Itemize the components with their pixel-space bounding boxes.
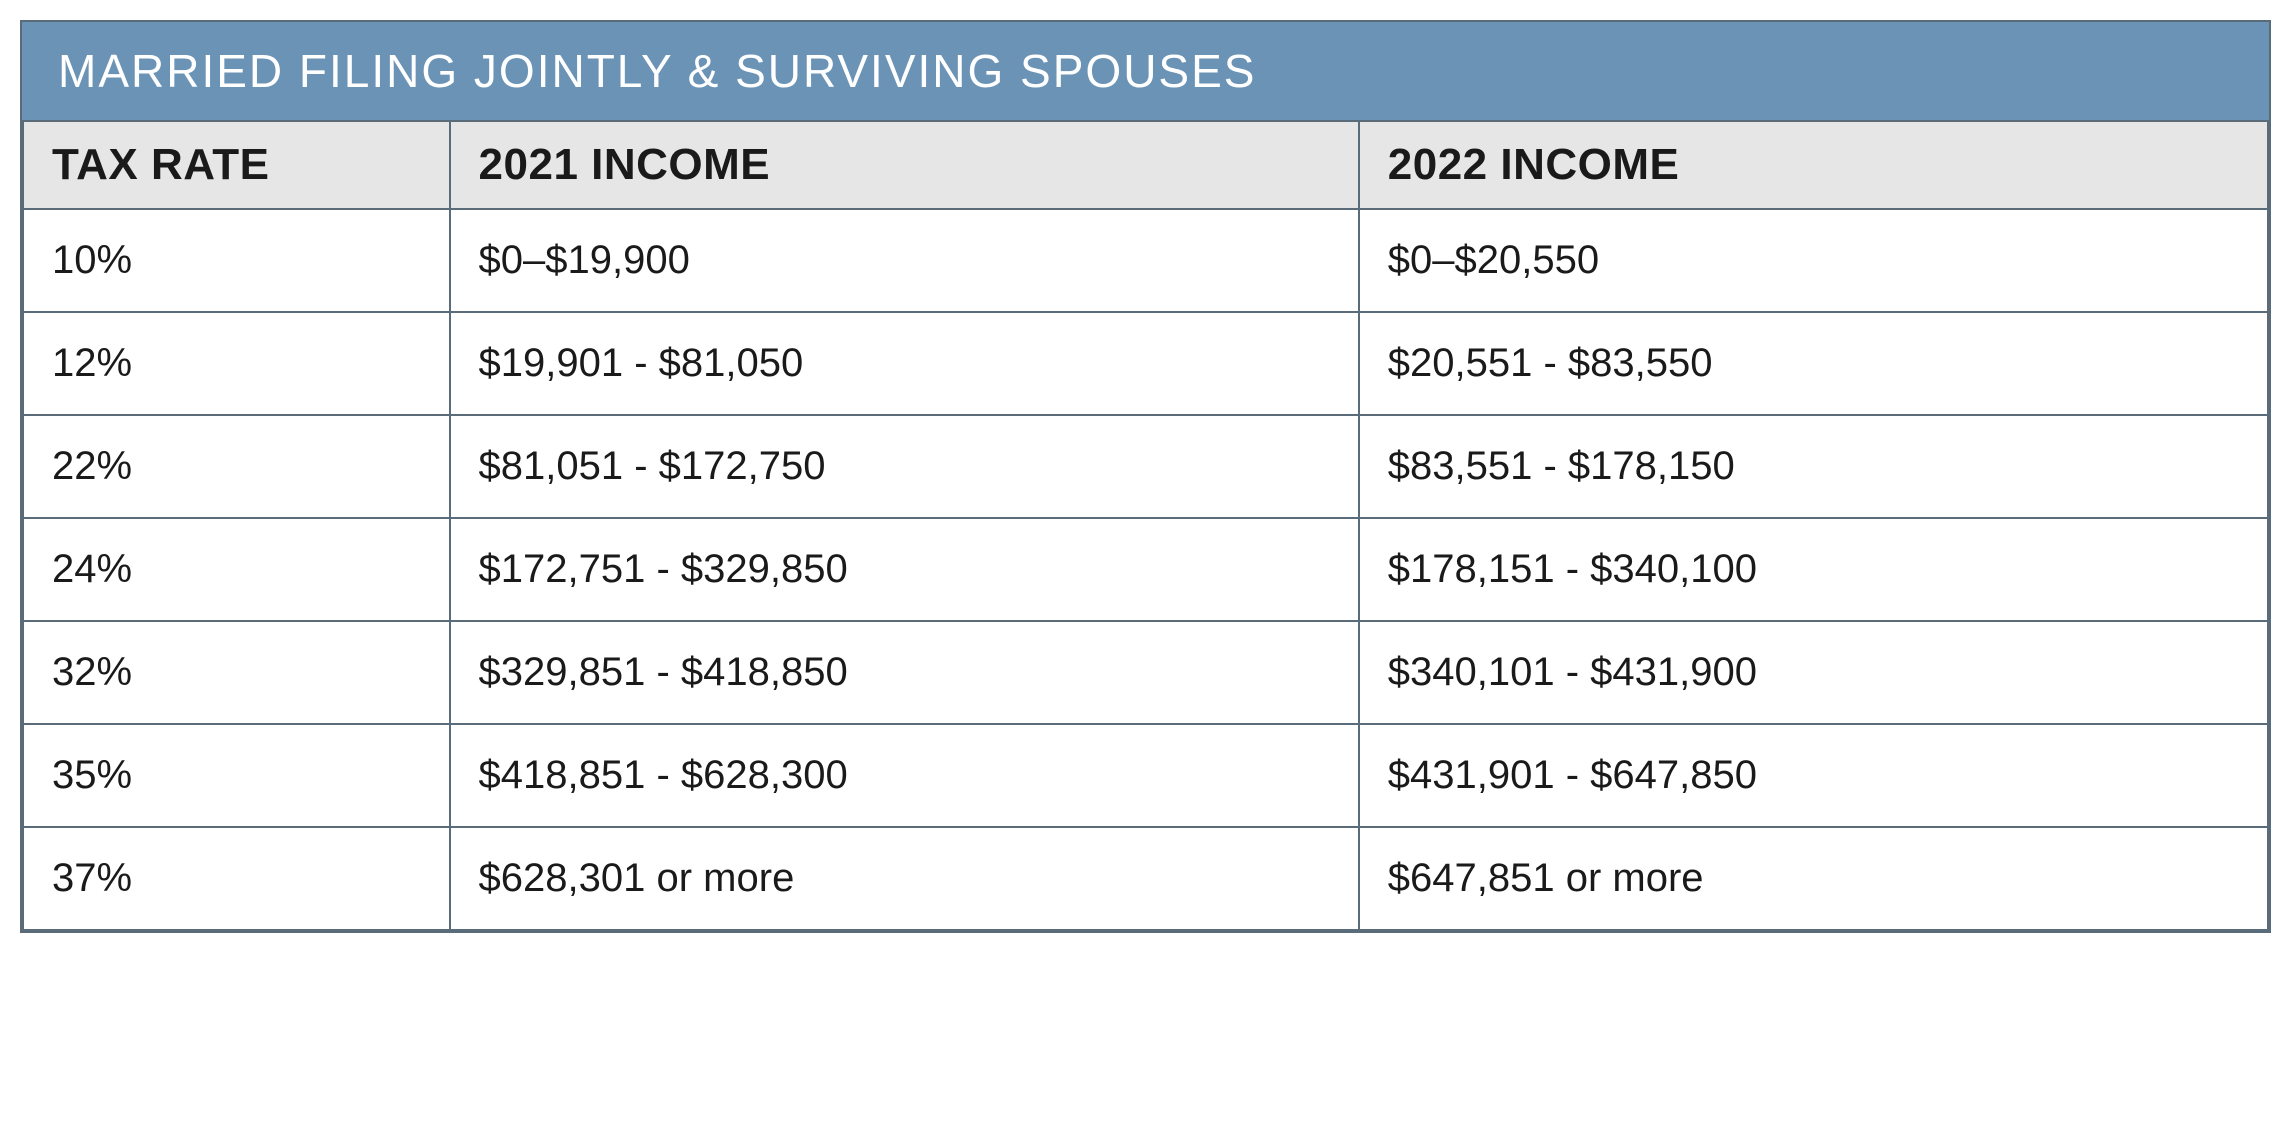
table-row: 24% $172,751 - $329,850 $178,151 - $340,… (23, 518, 2268, 621)
cell-tax-rate: 32% (23, 621, 450, 724)
table-title: MARRIED FILING JOINTLY & SURVIVING SPOUS… (22, 22, 2269, 120)
cell-2022-income: $83,551 - $178,150 (1359, 415, 2268, 518)
table-row: 35% $418,851 - $628,300 $431,901 - $647,… (23, 724, 2268, 827)
col-header-2021-income: 2021 INCOME (450, 121, 1359, 209)
table-row: 37% $628,301 or more $647,851 or more (23, 827, 2268, 930)
table-row: 10% $0–$19,900 $0–$20,550 (23, 209, 2268, 312)
table-header-row: TAX RATE 2021 INCOME 2022 INCOME (23, 121, 2268, 209)
tax-brackets-table: TAX RATE 2021 INCOME 2022 INCOME 10% $0–… (22, 120, 2269, 931)
cell-2021-income: $0–$19,900 (450, 209, 1359, 312)
cell-tax-rate: 12% (23, 312, 450, 415)
cell-2021-income: $418,851 - $628,300 (450, 724, 1359, 827)
cell-2022-income: $431,901 - $647,850 (1359, 724, 2268, 827)
cell-2022-income: $0–$20,550 (1359, 209, 2268, 312)
col-header-2022-income: 2022 INCOME (1359, 121, 2268, 209)
col-header-tax-rate: TAX RATE (23, 121, 450, 209)
table-row: 12% $19,901 - $81,050 $20,551 - $83,550 (23, 312, 2268, 415)
cell-2021-income: $628,301 or more (450, 827, 1359, 930)
cell-2021-income: $19,901 - $81,050 (450, 312, 1359, 415)
cell-2021-income: $172,751 - $329,850 (450, 518, 1359, 621)
cell-2022-income: $20,551 - $83,550 (1359, 312, 2268, 415)
table-row: 22% $81,051 - $172,750 $83,551 - $178,15… (23, 415, 2268, 518)
cell-2022-income: $178,151 - $340,100 (1359, 518, 2268, 621)
tax-table: MARRIED FILING JOINTLY & SURVIVING SPOUS… (20, 20, 2271, 933)
cell-2021-income: $329,851 - $418,850 (450, 621, 1359, 724)
cell-2022-income: $340,101 - $431,900 (1359, 621, 2268, 724)
cell-2021-income: $81,051 - $172,750 (450, 415, 1359, 518)
cell-tax-rate: 37% (23, 827, 450, 930)
table-row: 32% $329,851 - $418,850 $340,101 - $431,… (23, 621, 2268, 724)
cell-2022-income: $647,851 or more (1359, 827, 2268, 930)
cell-tax-rate: 24% (23, 518, 450, 621)
cell-tax-rate: 35% (23, 724, 450, 827)
cell-tax-rate: 22% (23, 415, 450, 518)
cell-tax-rate: 10% (23, 209, 450, 312)
